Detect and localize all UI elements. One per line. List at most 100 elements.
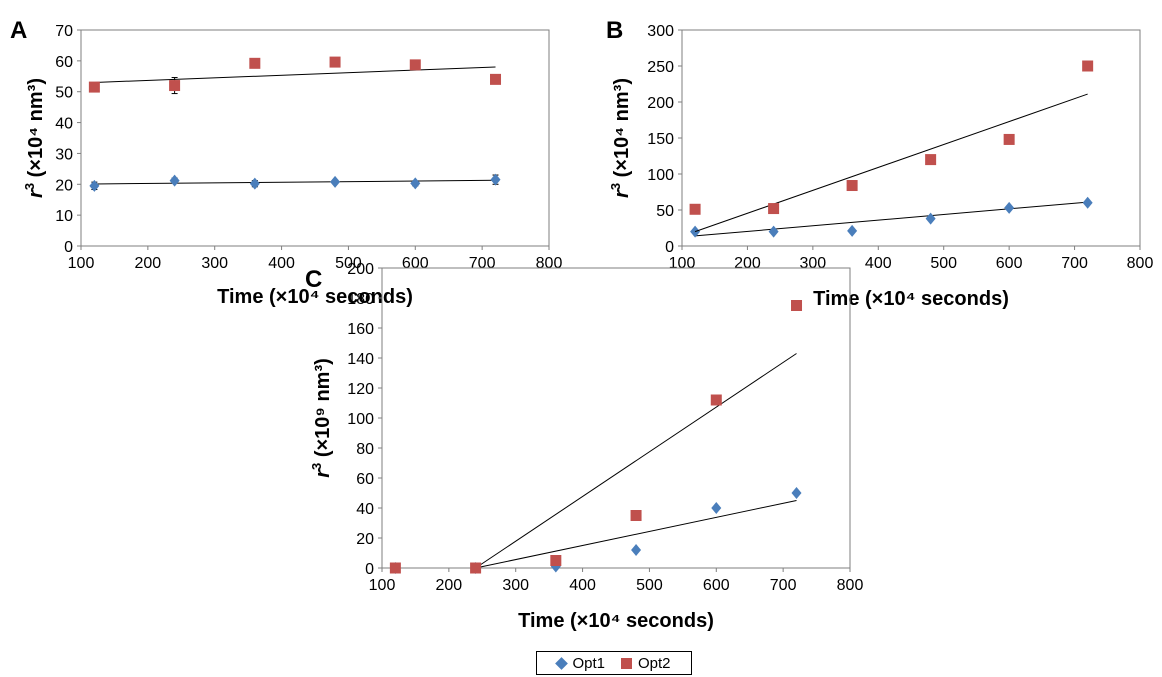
y-tick-label: 120: [347, 381, 374, 398]
x-tick-label: 200: [135, 255, 162, 272]
x-tick-label: 700: [469, 255, 496, 272]
data-point-opt2: [88, 81, 100, 93]
y-tick-label: 60: [356, 471, 374, 488]
trendline-opt1: [695, 201, 1088, 237]
x-tick-label: 200: [734, 255, 761, 272]
y-tick-label: 40: [55, 116, 73, 133]
y-tick-label: 200: [647, 95, 674, 112]
x-tick-label: 200: [436, 577, 463, 594]
y-tick-label: 140: [347, 351, 374, 368]
data-point-opt1: [410, 177, 421, 190]
data-point-opt1: [631, 544, 642, 556]
y-tick-label: 60: [55, 54, 73, 71]
panel-label: A: [10, 17, 27, 44]
x-tick-label: 600: [402, 255, 429, 272]
x-tick-label: 400: [865, 255, 892, 272]
legend: Opt1 Opt2: [536, 651, 692, 675]
diamond-marker-icon: [555, 656, 569, 670]
trendline-opt2: [94, 66, 496, 83]
data-point-opt2: [329, 56, 341, 68]
data-point-opt1: [89, 179, 100, 192]
y-axis-label: r3 (×10⁹ nm³): [309, 358, 334, 478]
data-point-opt2: [791, 300, 803, 311]
chart-panel-a: A 0 10 20 30 40 50 60 70 100 200 300 400 500 600 700 800…: [10, 17, 562, 308]
data-point-opt1: [169, 174, 180, 187]
x-tick-label: 500: [930, 255, 957, 272]
x-tick-label: 300: [201, 255, 228, 272]
data-point-opt2: [490, 73, 502, 85]
data-point-opt2: [689, 203, 701, 215]
x-axis-label: Time (×10⁴ seconds): [518, 610, 714, 632]
y-tick-label: 150: [647, 131, 674, 148]
x-tick-label: 800: [1127, 255, 1154, 272]
x-tick-label: 800: [536, 255, 563, 272]
data-point-opt1: [1004, 201, 1015, 214]
legend-label-opt1: Opt1: [572, 654, 605, 672]
y-tick-label: 100: [647, 167, 674, 184]
y-tick-label: 180: [347, 291, 374, 308]
data-point-opt2: [925, 154, 937, 166]
y-tick-label: 80: [356, 441, 374, 458]
y-tick-label: 50: [55, 85, 73, 102]
data-point-opt1: [711, 502, 722, 514]
chart-panel-b: B 0 50 100 150 200 250 300 100 200 300 400 500 600 700…: [606, 17, 1153, 310]
x-tick-label: 300: [800, 255, 827, 272]
plot-frame: [681, 29, 1141, 247]
data-point-opt1: [768, 225, 779, 238]
data-point-opt2: [249, 57, 261, 69]
x-axis-label: Time (×10⁴ seconds): [217, 286, 413, 308]
y-tick-label: 300: [647, 23, 674, 40]
data-point-opt2: [389, 562, 401, 574]
trendline-opt2: [694, 93, 1088, 233]
y-axis-label: r3 (×10⁴ nm³): [608, 78, 633, 198]
y-tick-label: 0: [64, 239, 73, 256]
y-tick-label: 10: [55, 208, 73, 225]
data-point-opt2: [846, 180, 858, 192]
trendline-opt2: [475, 353, 797, 569]
data-point-opt1: [1082, 196, 1093, 209]
data-point-opt1: [330, 175, 341, 188]
y-tick-label: 40: [356, 501, 374, 518]
x-tick-label: 400: [268, 255, 295, 272]
y-tick-label: 160: [347, 321, 374, 338]
y-tick-label: 0: [665, 239, 674, 256]
x-tick-label: 300: [502, 577, 529, 594]
data-point-opt1: [925, 212, 936, 225]
data-point-opt2: [630, 510, 642, 521]
y-tick-label: 20: [55, 177, 73, 194]
legend-label-opt2: Opt2: [638, 654, 671, 672]
x-tick-label: 400: [569, 577, 596, 594]
x-tick-label: 700: [1061, 255, 1088, 272]
trendline-opt1: [94, 179, 496, 185]
data-point-opt2: [710, 394, 722, 406]
y-tick-label: 200: [347, 261, 374, 278]
x-tick-label: 800: [837, 577, 864, 594]
x-tick-label: 600: [703, 577, 730, 594]
y-tick-label: 0: [365, 561, 374, 578]
data-point-opt2: [409, 59, 421, 71]
y-tick-label: 20: [356, 531, 374, 548]
y-tick-label: 30: [55, 146, 73, 163]
y-tick-label: 250: [647, 59, 674, 76]
data-point-opt2: [1082, 60, 1094, 72]
legend-item-opt1: Opt1: [555, 654, 605, 672]
panel-label: C: [305, 266, 322, 293]
trendline-opt1: [475, 500, 797, 569]
x-tick-label: 600: [996, 255, 1023, 272]
panel-label: B: [606, 17, 623, 44]
x-tick-label: 500: [636, 577, 663, 594]
plot-frame: [80, 29, 550, 247]
plot-frame: [381, 267, 851, 569]
x-tick-label: 700: [770, 577, 797, 594]
data-point-opt1: [490, 173, 501, 186]
x-axis-label: Time (×10⁴ seconds): [813, 288, 1009, 310]
data-point-opt2: [1003, 133, 1015, 145]
chart-panel-c: C 0 20 40 60 80 100 120 140 160 180 200 100 200 300 400…: [305, 261, 863, 632]
data-point-opt1: [791, 487, 802, 499]
legend-item-opt2: Opt2: [621, 655, 671, 672]
data-point-opt2: [470, 562, 482, 574]
y-tick-label: 50: [656, 203, 674, 220]
data-point-opt2: [550, 555, 562, 566]
square-marker-icon: [621, 657, 632, 669]
